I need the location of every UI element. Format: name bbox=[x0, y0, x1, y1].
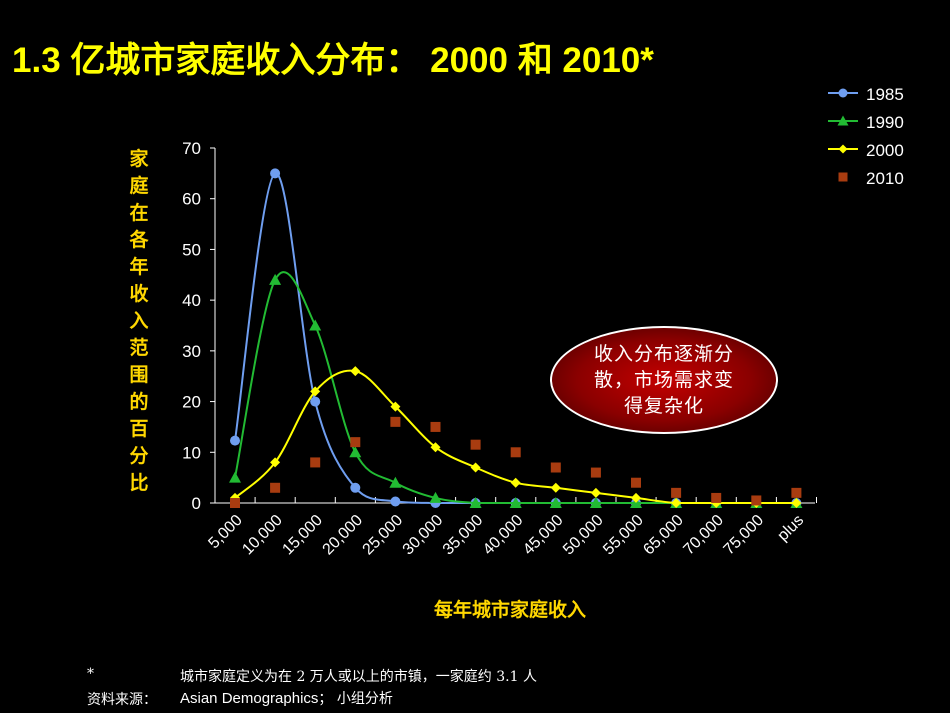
data-point-1990 bbox=[349, 446, 362, 458]
x-tick-label: 55,000 bbox=[600, 512, 647, 559]
legend-label-1990: 1990 bbox=[866, 113, 904, 132]
data-point-2010 bbox=[230, 498, 240, 508]
x-tick-label: 15,000 bbox=[279, 512, 326, 559]
data-point-1990 bbox=[589, 497, 602, 508]
data-point-1990 bbox=[469, 497, 482, 508]
data-point-2010 bbox=[671, 487, 682, 498]
data-point-2010 bbox=[390, 416, 401, 427]
y-tick-label: 30 bbox=[182, 342, 201, 361]
source-rest: ； 小组分析 bbox=[318, 691, 393, 707]
legend-marker-2000 bbox=[838, 144, 848, 154]
x-tick-label: 35,000 bbox=[440, 512, 487, 559]
data-point-2000 bbox=[510, 477, 521, 488]
data-point-2010 bbox=[270, 482, 281, 493]
data-point-2000 bbox=[791, 498, 802, 508]
data-point-2000 bbox=[430, 442, 441, 453]
data-point-2000 bbox=[270, 457, 281, 468]
legend-label-1985: 1985 bbox=[866, 85, 904, 104]
data-point-1990 bbox=[389, 476, 402, 488]
data-point-1990 bbox=[229, 471, 241, 483]
data-point-1985 bbox=[350, 482, 361, 493]
data-point-2010 bbox=[350, 437, 361, 448]
footnote-marker: * bbox=[87, 666, 94, 682]
y-tick-label: 70 bbox=[182, 139, 201, 158]
data-point-2010 bbox=[711, 492, 722, 503]
legend-marker-1985 bbox=[838, 88, 848, 98]
callout-bubble: 收入分布逐渐分散，市场需求变得复杂化 bbox=[550, 326, 778, 434]
y-tick-label: 40 bbox=[182, 291, 201, 310]
x-tick-label: 30,000 bbox=[400, 512, 447, 559]
x-tick-label: 75,000 bbox=[721, 512, 768, 559]
y-tick-label: 60 bbox=[182, 190, 201, 209]
data-point-1985 bbox=[270, 168, 281, 179]
data-point-2010 bbox=[590, 467, 601, 478]
x-tick-label: 20,000 bbox=[320, 512, 367, 559]
y-axis-label: 家庭在各年收入范围的百分比 bbox=[129, 148, 149, 494]
legend-marker-2010 bbox=[838, 172, 848, 182]
x-tick-label: 25,000 bbox=[360, 512, 407, 559]
data-point-2000 bbox=[470, 462, 481, 473]
data-point-1990 bbox=[429, 491, 442, 503]
data-point-1985 bbox=[390, 496, 401, 507]
slide-title: 1.3 亿城市家庭收入分布： 2000 和 2010* bbox=[12, 41, 654, 80]
x-tick-label: 65,000 bbox=[640, 512, 687, 559]
data-point-1990 bbox=[269, 273, 282, 285]
x-axis-label: 每年城市家庭收入 bbox=[433, 599, 586, 621]
data-point-2000 bbox=[590, 487, 601, 498]
data-point-2010 bbox=[430, 421, 441, 432]
data-point-2000 bbox=[350, 366, 361, 377]
data-point-1990 bbox=[309, 319, 322, 331]
y-tick-label: 20 bbox=[182, 393, 201, 412]
data-point-1990 bbox=[549, 497, 562, 508]
legend-marker-1990 bbox=[837, 115, 849, 126]
data-point-1985 bbox=[230, 435, 240, 446]
y-tick-label: 10 bbox=[182, 443, 201, 462]
data-point-2000 bbox=[390, 401, 401, 412]
data-point-1985 bbox=[310, 396, 321, 407]
x-tick-label: 10,000 bbox=[239, 512, 286, 559]
data-point-2010 bbox=[631, 477, 641, 488]
data-point-2010 bbox=[310, 457, 321, 468]
data-point-2010 bbox=[751, 495, 762, 506]
x-tick-label: plus bbox=[774, 512, 807, 545]
data-point-2000 bbox=[671, 498, 682, 508]
y-tick-label: 50 bbox=[182, 240, 201, 259]
x-tick-label: 70,000 bbox=[680, 512, 727, 559]
data-point-2000 bbox=[310, 386, 321, 397]
x-tick-label: 50,000 bbox=[560, 512, 607, 559]
data-point-1990 bbox=[509, 497, 522, 508]
x-tick-label: 40,000 bbox=[480, 512, 527, 559]
source-label: 资料来源： bbox=[87, 692, 157, 708]
data-point-2010 bbox=[510, 447, 521, 458]
x-tick-label: 45,000 bbox=[520, 512, 567, 559]
data-point-2010 bbox=[470, 439, 481, 450]
legend-label-2000: 2000 bbox=[866, 141, 904, 160]
data-point-2010 bbox=[550, 462, 561, 473]
data-point-2000 bbox=[550, 482, 561, 493]
y-tick-label: 0 bbox=[192, 494, 201, 513]
source-name: Asian Demographics bbox=[180, 690, 319, 707]
data-point-2000 bbox=[631, 492, 641, 503]
footnote-text: 城市家庭定义为在 2 万人或以上的市镇，一家庭约 3.1 人 bbox=[180, 669, 537, 685]
callout-text: 收入分布逐渐分散，市场需求变得复杂化 bbox=[593, 343, 734, 417]
data-point-2010 bbox=[791, 487, 802, 498]
legend-label-2010: 2010 bbox=[866, 169, 904, 188]
